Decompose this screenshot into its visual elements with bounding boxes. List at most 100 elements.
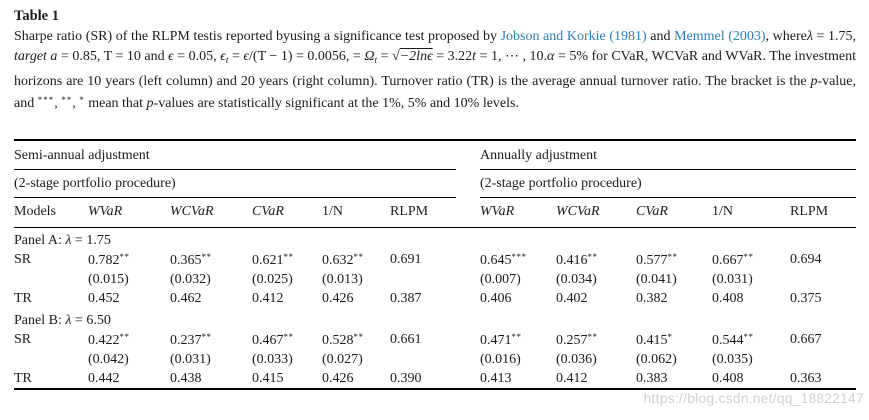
table-cell: 0.416** — [556, 251, 598, 268]
table-cell: 0.632** — [322, 251, 364, 268]
row-label — [14, 270, 88, 289]
table-cell: 0.257** — [556, 331, 598, 348]
table-cell: 0.412 — [556, 370, 588, 386]
panel-label-segment: λ — [65, 313, 72, 328]
radical-sign: √ — [392, 48, 400, 64]
models-header: Models — [14, 204, 56, 219]
column-header-row: Models WVaR WCVaR CVaR 1/N RLPM WVaR WCVaR CVaR 1… — [14, 198, 856, 228]
group-subtitle: (2-stage portfolio procedure) — [14, 170, 456, 198]
table-cell: 0.365** — [170, 251, 212, 268]
caption-segment: Ω — [364, 48, 375, 64]
significance-stars: ** — [743, 331, 754, 342]
table-cell: (0.062) — [636, 351, 677, 367]
caption-segment: = — [228, 48, 244, 64]
table-cell: 0.375 — [790, 290, 822, 306]
table-cell: (0.032) — [170, 271, 211, 287]
table-cell: (0.036) — [556, 351, 597, 367]
caption-segment: = 0.05, — [173, 48, 221, 64]
panel-label-segment: Panel B: — [14, 313, 66, 328]
column-header-wcvar: WCVaR — [556, 204, 600, 219]
table-cell: (0.027) — [322, 351, 363, 367]
caption-segment: t — [225, 55, 229, 66]
table-cell: (0.015) — [88, 271, 129, 287]
table-cell: 0.667 — [790, 331, 822, 347]
table-cell: 0.667** — [712, 251, 754, 268]
caption-segment: /(T − 1) = 0.0056, = — [249, 48, 365, 64]
significance-stars: ** — [587, 331, 598, 342]
table-body: Panel A: λ = 1.75 SR 0.782** 0.365** 0.621**… — [14, 228, 856, 388]
significance-stars: ** — [353, 331, 364, 342]
column-header-1n: 1/N — [712, 204, 733, 219]
group-title-row: Semi-annual adjustment Annually adjustmen… — [14, 141, 856, 170]
caption-segment: t — [374, 55, 378, 66]
citation-link[interactable]: Memmel (2003) — [674, 29, 766, 44]
column-header-rlpm: RLPM — [790, 204, 829, 219]
caption-segment: α — [547, 48, 555, 64]
table-cell: (0.034) — [556, 271, 597, 287]
caption-segment: and — [646, 29, 675, 44]
column-header-1n: 1/N — [322, 204, 343, 219]
caption-segment: = 1.75, — [812, 29, 857, 44]
table-cell — [790, 350, 856, 369]
significance-stars: ** — [283, 331, 294, 342]
panel-label-segment: Panel A: — [14, 233, 66, 248]
significance-stars: ** — [119, 251, 130, 262]
row-label: TR — [14, 370, 32, 386]
citation-link[interactable]: Jobson and Korkie (1981) — [500, 29, 647, 44]
caption-segment: = — [377, 48, 393, 64]
table-cell: 0.544** — [712, 331, 754, 348]
caption-segment: −2lnϵ — [399, 48, 433, 64]
table-title: Table 1 — [14, 8, 59, 24]
significance-stars: *** — [511, 251, 527, 262]
table-cell: 0.382 — [636, 290, 668, 306]
table-cell: 0.415 — [252, 370, 284, 386]
table-cell — [790, 270, 856, 289]
table-row: TR 0.442 0.438 0.415 0.426 0.390 0.413 0.412 0.3… — [14, 369, 856, 388]
table-cell: 0.426 — [322, 370, 354, 386]
table-cell: 0.412 — [252, 290, 284, 306]
table-cell: 0.408 — [712, 290, 744, 306]
group-title: Semi-annual adjustment — [14, 141, 456, 170]
table-cell: 0.426 — [322, 290, 354, 306]
table-cell: 0.408 — [712, 370, 744, 386]
caption-segment: -value, and — [14, 73, 856, 112]
table-cell: 0.363 — [790, 370, 822, 386]
table-cell: 0.645*** — [480, 251, 527, 268]
table-cell: (0.033) — [252, 351, 293, 367]
group-subtitle: (2-stage portfolio procedure) — [480, 170, 856, 198]
table-cell: (0.035) — [712, 351, 753, 367]
table-cell — [390, 270, 456, 289]
table-cell: 0.471** — [480, 331, 522, 348]
caption-segment: p — [810, 73, 818, 89]
group-subtitle-row: (2-stage portfolio procedure) (2-stage po… — [14, 170, 856, 198]
table-row: (0.042) (0.031) (0.033) (0.027) (0.016) (0.03… — [14, 350, 856, 369]
caption-segment: = 1, ⋯ , 10. — [476, 48, 548, 64]
significance-stars: ** — [283, 251, 294, 262]
column-header-wcvar: WCVaR — [170, 204, 214, 219]
table-cell: 0.402 — [556, 290, 588, 306]
caption-segment: ** — [61, 95, 73, 106]
table-cell: 0.782** — [88, 251, 130, 268]
caption-segment: target a — [14, 48, 58, 64]
table-cell: 0.383 — [636, 370, 668, 386]
caption-segment: ϵ — [220, 48, 226, 64]
table-row: TR 0.452 0.462 0.412 0.426 0.387 0.406 0.402 0.3… — [14, 289, 856, 308]
caption-segment: , — [72, 96, 80, 112]
row-label: SR — [14, 251, 32, 267]
table-cell: (0.016) — [480, 351, 521, 367]
table-cell: 0.387 — [390, 290, 422, 306]
significance-stars: ** — [743, 251, 754, 262]
table-cell: 0.442 — [88, 370, 120, 386]
caption-segment: ϵ — [168, 48, 174, 64]
caption-segment: * — [79, 95, 85, 106]
table-cell: 0.462 — [170, 290, 202, 306]
data-table: Semi-annual adjustment Annually adjustmen… — [14, 139, 856, 390]
column-header-rlpm: RLPM — [390, 204, 429, 219]
row-label: TR — [14, 290, 32, 306]
significance-stars: ** — [667, 251, 678, 262]
panel-label: Panel B: λ = 6.50 — [14, 308, 856, 330]
significance-stars: ** — [587, 251, 598, 262]
table-cell: 0.694 — [790, 251, 822, 267]
caption-segment: = 0.85, T = 10 and — [57, 48, 169, 64]
caption-segment: , — [54, 96, 62, 112]
